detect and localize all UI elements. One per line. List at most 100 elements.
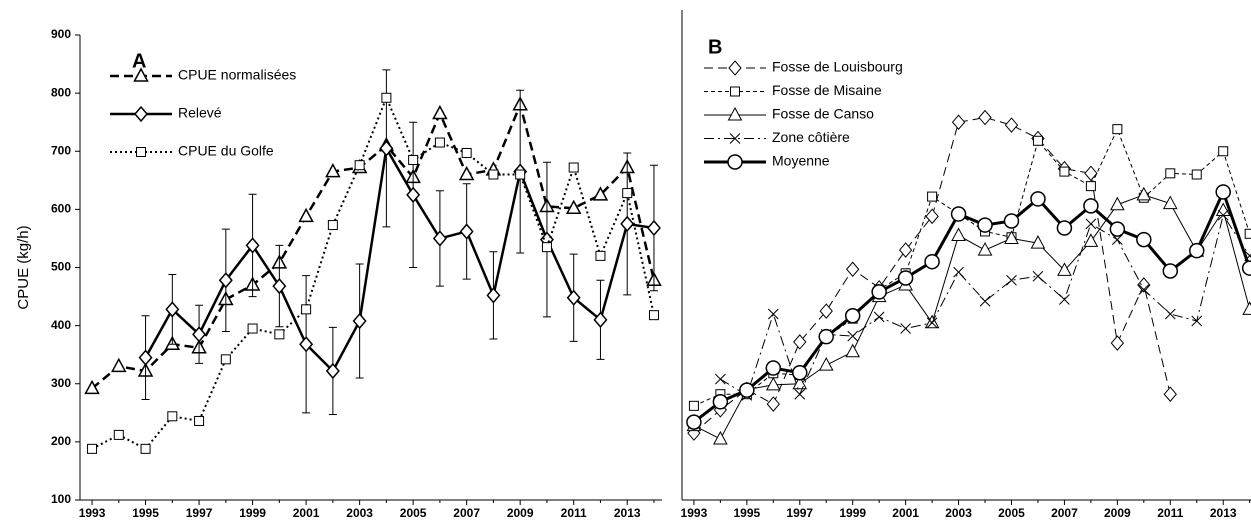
x-tick-label: 1995	[733, 506, 760, 520]
marker	[622, 188, 633, 199]
marker	[950, 206, 967, 222]
marker	[977, 242, 993, 256]
x-tick-label: 2013	[1210, 506, 1237, 520]
marker	[140, 443, 151, 454]
marker	[1162, 195, 1178, 210]
marker	[566, 289, 581, 306]
marker	[595, 250, 606, 261]
marker	[1165, 168, 1176, 179]
y-tick-label: 200	[51, 434, 71, 448]
marker	[1136, 186, 1152, 201]
marker	[924, 253, 940, 270]
legend-label: Zone côtière	[772, 129, 850, 145]
x-tick-label: 2007	[1051, 506, 1078, 520]
marker	[1138, 284, 1150, 295]
marker	[352, 312, 367, 330]
marker	[1004, 117, 1019, 133]
y-tick-label: 600	[51, 202, 71, 216]
marker	[1217, 209, 1229, 221]
marker	[458, 165, 475, 181]
marker	[977, 217, 993, 233]
marker	[488, 169, 499, 180]
marker	[461, 147, 472, 158]
marker	[1110, 196, 1125, 211]
legend-marker	[136, 147, 146, 157]
marker	[194, 415, 205, 426]
marker	[818, 328, 834, 345]
y-tick-label: 700	[51, 143, 71, 157]
marker	[541, 242, 552, 253]
x-tick-label: 2001	[293, 506, 320, 520]
marker	[459, 223, 474, 240]
marker	[792, 375, 808, 390]
marker	[354, 160, 365, 171]
marker	[111, 357, 127, 373]
legend-label: Relevé	[178, 105, 222, 121]
y-tick-label: 100	[51, 492, 71, 506]
marker	[793, 334, 807, 350]
marker	[274, 329, 285, 340]
marker	[272, 277, 287, 295]
marker	[1030, 235, 1046, 249]
x-tick-label: 1999	[239, 506, 266, 520]
marker	[792, 364, 808, 381]
x-tick-label: 2011	[1157, 506, 1183, 520]
marker	[1083, 198, 1099, 214]
marker	[113, 429, 124, 440]
marker	[767, 308, 779, 320]
x-tick-label: 1993	[79, 506, 106, 520]
marker	[1241, 260, 1251, 276]
marker	[765, 376, 781, 391]
marker	[1030, 191, 1046, 207]
legend-label: CPUE du Golfe	[178, 143, 274, 159]
marker	[1215, 184, 1231, 200]
marker	[739, 382, 755, 398]
marker	[978, 109, 992, 126]
marker	[1032, 135, 1043, 146]
marker	[298, 207, 314, 223]
marker	[301, 304, 312, 315]
marker	[325, 163, 341, 178]
marker	[220, 354, 231, 365]
marker	[593, 311, 608, 328]
legend-marker	[728, 60, 742, 76]
marker	[686, 414, 702, 430]
marker	[1006, 274, 1017, 286]
marker	[1137, 277, 1151, 293]
marker	[715, 373, 726, 385]
marker	[218, 272, 233, 289]
marker	[1242, 301, 1251, 315]
marker	[871, 284, 887, 300]
marker	[1163, 386, 1177, 402]
marker	[1083, 233, 1099, 247]
series-line	[693, 127, 1251, 407]
x-tick-label: 1993	[681, 506, 708, 520]
series-line	[91, 100, 656, 390]
marker	[927, 191, 938, 202]
marker	[84, 379, 100, 395]
legend-marker	[727, 154, 743, 170]
marker	[844, 307, 861, 324]
x-tick-label: 1999	[839, 506, 866, 520]
legend-label: Fosse de Misaine	[772, 82, 882, 98]
legend-label: Fosse de Canso	[772, 106, 874, 122]
legend-label: CPUE normalisées	[178, 67, 296, 83]
marker	[925, 208, 939, 225]
marker	[846, 261, 860, 278]
x-tick-label: 2003	[346, 506, 373, 520]
marker	[327, 220, 338, 231]
series-line	[144, 144, 655, 374]
marker	[898, 242, 913, 258]
marker	[1162, 263, 1179, 279]
series-line	[692, 187, 1251, 424]
marker	[247, 323, 258, 334]
marker	[1191, 169, 1202, 180]
marker	[926, 317, 938, 329]
marker	[1109, 221, 1126, 237]
marker	[766, 396, 780, 412]
y-tick-label: 400	[51, 318, 71, 332]
marker	[648, 310, 659, 321]
marker	[1085, 218, 1097, 230]
marker	[1059, 294, 1070, 305]
